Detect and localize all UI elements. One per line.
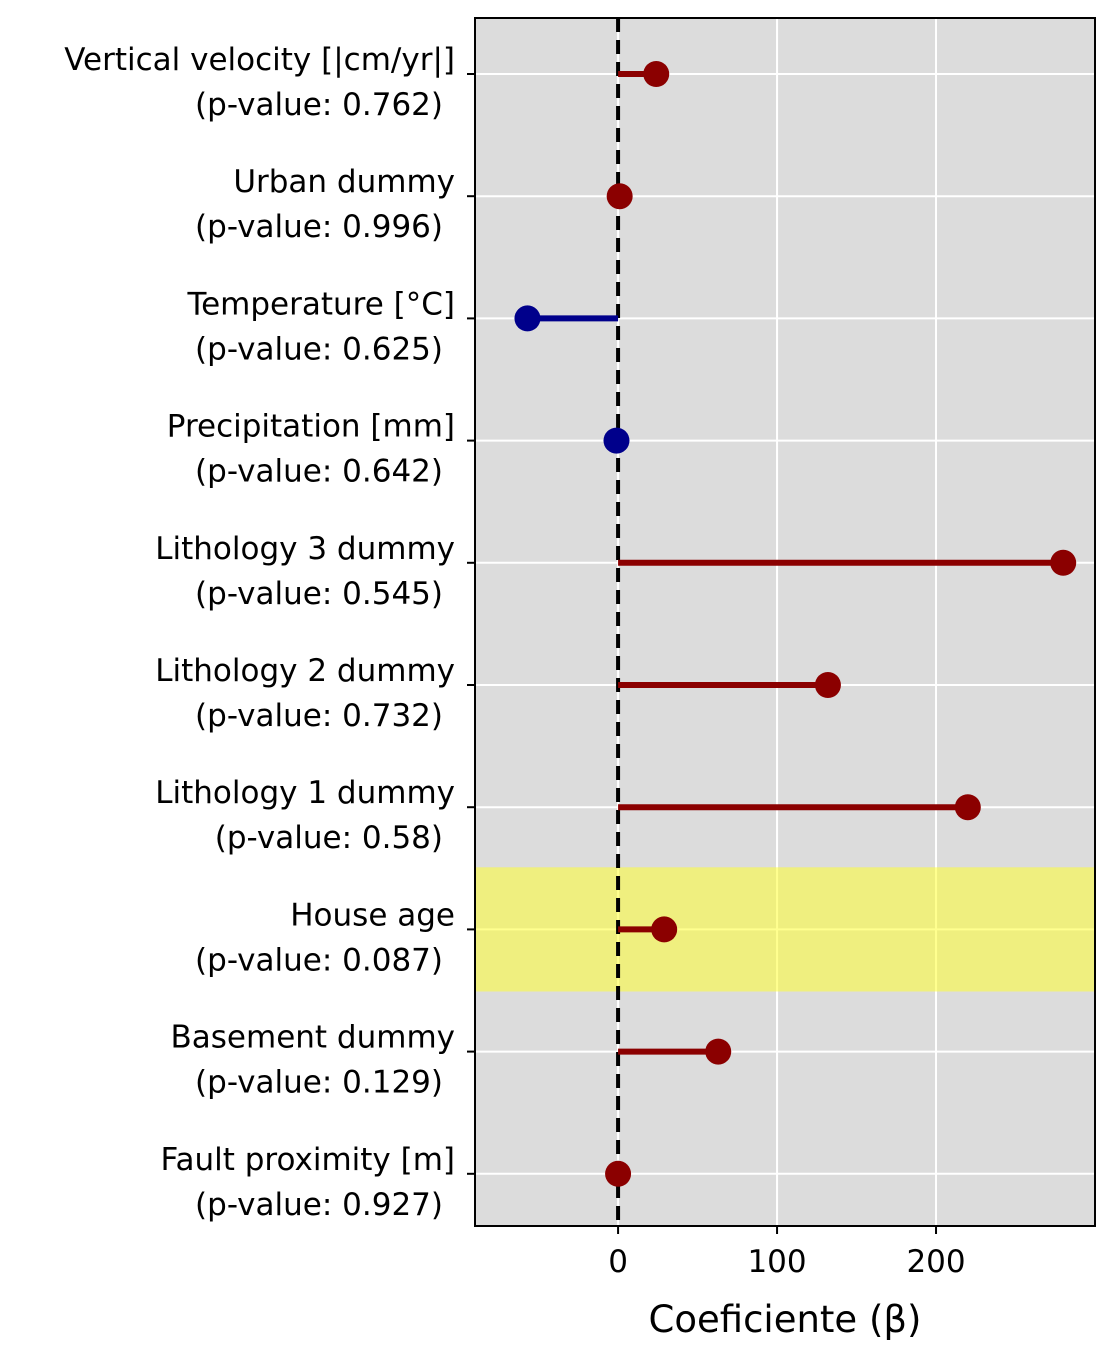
category-label: Lithology 3 dummy bbox=[155, 531, 455, 567]
pvalue-label: (p-value: 0.642) bbox=[195, 454, 443, 490]
coefficient-point bbox=[1050, 549, 1077, 576]
pvalue-label: (p-value: 0.545) bbox=[195, 576, 443, 612]
pvalue-label: (p-value: 0.996) bbox=[195, 209, 443, 245]
pvalue-label: (p-value: 0.129) bbox=[195, 1065, 443, 1101]
highlight-band bbox=[475, 867, 1095, 992]
category-label: Urban dummy bbox=[233, 164, 455, 200]
pvalue-label: (p-value: 0.927) bbox=[195, 1187, 443, 1223]
category-label: Temperature [°C] bbox=[186, 286, 455, 322]
x-axis-title: Coeficiente (β) bbox=[649, 1298, 922, 1341]
y-axis-ticks bbox=[467, 73, 475, 1175]
pvalue-label: (p-value: 0.732) bbox=[195, 698, 443, 734]
coefficient-point bbox=[606, 183, 633, 210]
plot-frame bbox=[474, 17, 1096, 1227]
coefficient-point bbox=[643, 61, 670, 87]
pvalue-label: (p-value: 0.625) bbox=[195, 331, 443, 367]
x-tick-label: 200 bbox=[906, 1244, 965, 1280]
plot-background bbox=[475, 18, 1095, 1226]
y-axis-labels: Vertical velocity [|cm/yr|] (p-value: 0.7… bbox=[64, 42, 455, 1223]
category-label: Vertical velocity [|cm/yr|] bbox=[64, 42, 455, 78]
pvalue-label: (p-value: 0.087) bbox=[195, 942, 443, 978]
category-label: Fault proximity [m] bbox=[160, 1142, 455, 1178]
coefficient-point bbox=[514, 305, 541, 332]
category-label: Precipitation [mm] bbox=[167, 409, 455, 445]
coefficient-point bbox=[705, 1038, 732, 1065]
pvalue-label: (p-value: 0.58) bbox=[215, 820, 443, 856]
category-label: Basement dummy bbox=[171, 1020, 455, 1056]
coefficient-point bbox=[651, 916, 678, 943]
category-label: Lithology 1 dummy bbox=[155, 775, 455, 811]
x-tick-label: 100 bbox=[747, 1244, 806, 1280]
x-tick-label: 0 bbox=[608, 1244, 628, 1280]
coefficient-points bbox=[514, 61, 1077, 1187]
category-label: House age bbox=[290, 897, 455, 933]
x-axis-ticks: 0 100 200 bbox=[608, 1226, 966, 1280]
coefficient-point bbox=[814, 672, 841, 698]
coefficient-point bbox=[605, 1160, 632, 1187]
pvalue-label: (p-value: 0.762) bbox=[195, 87, 443, 123]
category-label: Lithology 2 dummy bbox=[155, 653, 455, 689]
coefficient-point bbox=[603, 427, 630, 454]
coefficient-point bbox=[954, 794, 981, 821]
